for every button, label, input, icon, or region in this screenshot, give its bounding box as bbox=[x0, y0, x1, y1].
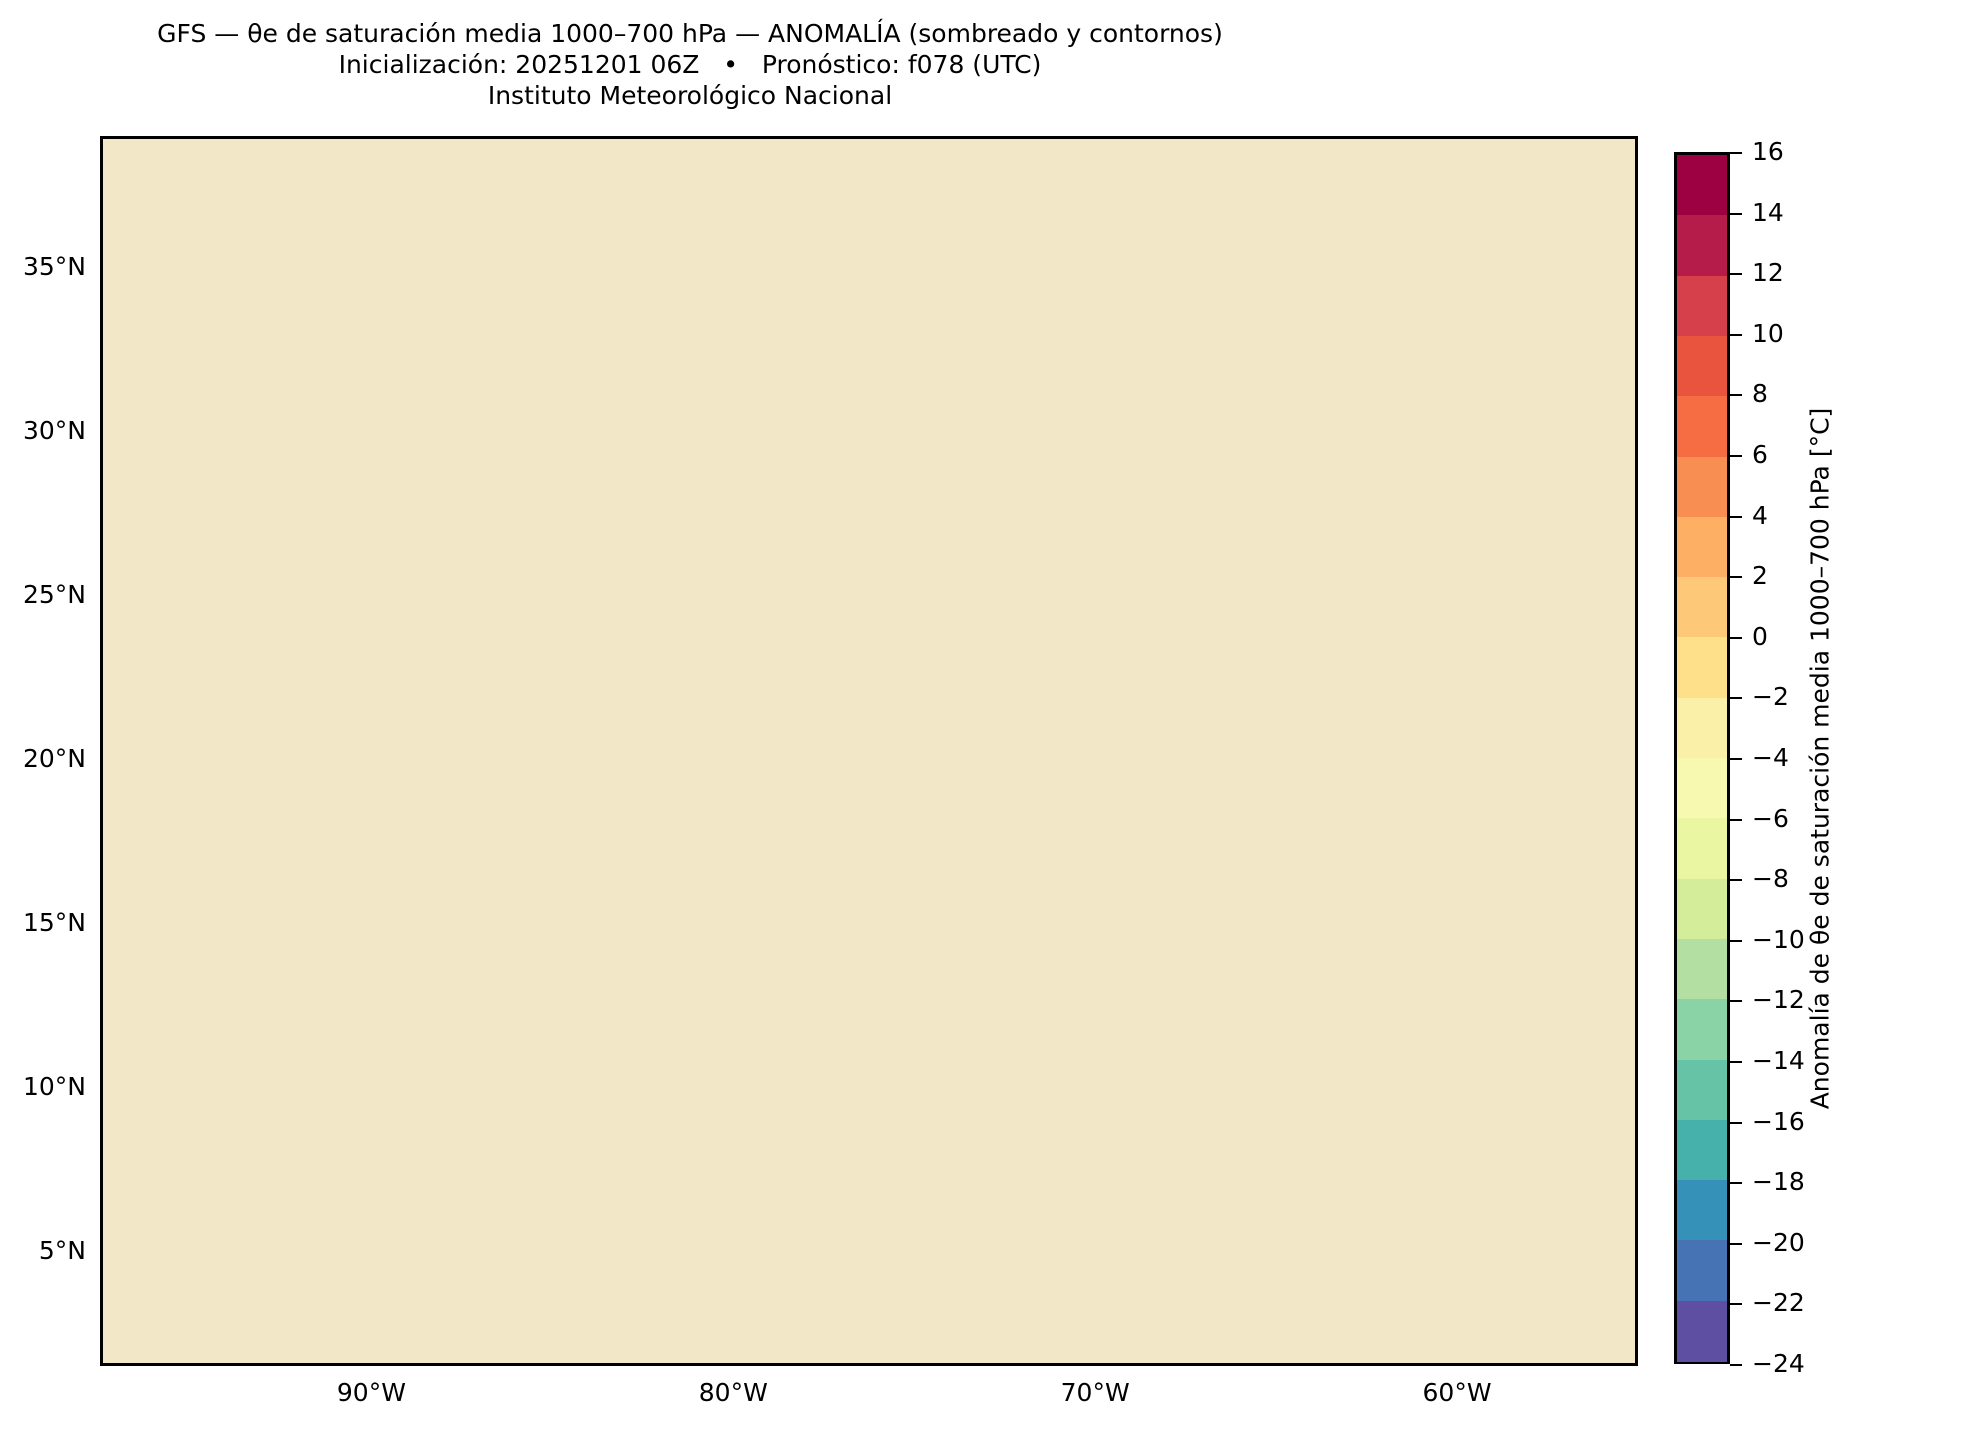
anomaly-shading-layer bbox=[103, 139, 1635, 1363]
colorbar-tick-mark bbox=[1730, 333, 1742, 336]
colorbar-tick-label: −12 bbox=[1752, 985, 1805, 1015]
colorbar-tick-label: 2 bbox=[1752, 561, 1768, 591]
colorbar-tick-mark bbox=[1730, 758, 1742, 760]
colorbar-band bbox=[1677, 697, 1727, 760]
longitude-tick-label: 70°W bbox=[1060, 1378, 1130, 1407]
colorbar-tick-mark bbox=[1730, 515, 1742, 518]
colorbar-tick-mark bbox=[1730, 636, 1742, 639]
colorbar-tick-label: 8 bbox=[1752, 379, 1768, 409]
colorbar-band bbox=[1677, 637, 1727, 700]
colorbar-tick-label: 10 bbox=[1752, 318, 1784, 348]
colorbar-gradient bbox=[1674, 152, 1730, 1364]
colorbar-band bbox=[1677, 1119, 1727, 1182]
colorbar-tick-mark bbox=[1730, 1000, 1742, 1003]
colorbar[interactable] bbox=[1674, 152, 1730, 1364]
colorbar-tick-label: −8 bbox=[1752, 864, 1789, 894]
colorbar-tick-mark bbox=[1730, 1364, 1742, 1366]
colorbar-tick-label: 6 bbox=[1752, 440, 1768, 469]
colorbar-band bbox=[1677, 516, 1727, 579]
latitude-tick-label: 35°N bbox=[22, 252, 86, 282]
latitude-tick-label: 30°N bbox=[22, 416, 86, 446]
colorbar-tick-mark bbox=[1730, 576, 1742, 579]
colorbar-tick-label: −16 bbox=[1752, 1106, 1805, 1136]
colorbar-tick-label: 4 bbox=[1752, 500, 1768, 530]
figure-title-block: GFS — θe de saturación media 1000–700 hP… bbox=[0, 18, 1380, 111]
contour-and-coastline-overlay bbox=[103, 139, 1635, 1364]
colorbar-tick-mark bbox=[1730, 455, 1742, 457]
title-line-1: GFS — θe de saturación media 1000–700 hP… bbox=[157, 19, 1223, 48]
latitude-tick-label: 5°N bbox=[38, 1236, 86, 1266]
colorbar-band bbox=[1677, 577, 1727, 639]
colorbar-band bbox=[1677, 1240, 1727, 1303]
colorbar-band bbox=[1677, 215, 1727, 278]
colorbar-tick-label: 16 bbox=[1752, 137, 1784, 166]
colorbar-band bbox=[1677, 938, 1727, 1001]
longitude-tick-label: 80°W bbox=[698, 1378, 768, 1407]
colorbar-tick-label: −10 bbox=[1752, 924, 1805, 954]
colorbar-tick-mark bbox=[1730, 1061, 1742, 1063]
title-line-2: Inicialización: 20251201 06Z • Pronóstic… bbox=[338, 50, 1042, 79]
map-plot-area[interactable] bbox=[100, 136, 1638, 1366]
colorbar-tick-mark bbox=[1730, 697, 1742, 700]
colorbar-band bbox=[1677, 1180, 1727, 1242]
colorbar-band bbox=[1677, 818, 1727, 881]
latitude-tick-label: 10°N bbox=[22, 1072, 86, 1102]
longitude-tick-label: 90°W bbox=[336, 1378, 406, 1407]
latitude-tick-label: 20°N bbox=[22, 744, 86, 774]
colorbar-tick-label: −2 bbox=[1752, 682, 1789, 712]
colorbar-band bbox=[1677, 155, 1727, 217]
latitude-tick-label: 15°N bbox=[22, 908, 86, 938]
colorbar-tick-label: 0 bbox=[1752, 621, 1768, 651]
colorbar-tick-mark bbox=[1730, 1303, 1742, 1306]
colorbar-tick-mark bbox=[1730, 152, 1742, 154]
colorbar-tick-mark bbox=[1730, 1121, 1742, 1124]
colorbar-tick-mark bbox=[1730, 939, 1742, 942]
anomaly-field-canvas bbox=[103, 139, 1635, 1363]
colorbar-tick-label: −22 bbox=[1752, 1288, 1805, 1318]
colorbar-tick-mark bbox=[1730, 394, 1742, 397]
colorbar-tick-mark bbox=[1730, 1242, 1742, 1245]
colorbar-band bbox=[1677, 275, 1727, 338]
colorbar-band bbox=[1677, 1059, 1727, 1122]
colorbar-tick-label: −4 bbox=[1752, 743, 1789, 772]
title-line-3: Instituto Meteorológico Nacional bbox=[487, 81, 893, 110]
latitude-tick-label: 25°N bbox=[22, 580, 86, 610]
colorbar-band bbox=[1677, 335, 1727, 398]
colorbar-axis-label-text: Anomalía de θe de saturación media 1000–… bbox=[1805, 407, 1835, 1109]
colorbar-tick-mark bbox=[1730, 273, 1742, 276]
colorbar-tick-label: −14 bbox=[1752, 1046, 1805, 1075]
colorbar-tick-label: 14 bbox=[1752, 197, 1784, 227]
colorbar-band bbox=[1677, 758, 1727, 820]
colorbar-tick-label: −20 bbox=[1752, 1227, 1805, 1257]
longitude-tick-label: 60°W bbox=[1422, 1378, 1492, 1407]
colorbar-tick-mark bbox=[1730, 879, 1742, 882]
colorbar-band bbox=[1677, 999, 1727, 1061]
colorbar-axis-label: Anomalía de θe de saturación media 1000–… bbox=[1800, 152, 1840, 1364]
colorbar-tick-mark bbox=[1730, 818, 1742, 821]
colorbar-tick-mark bbox=[1730, 1182, 1742, 1185]
colorbar-tick-label: −6 bbox=[1752, 803, 1789, 833]
colorbar-tick-label: 12 bbox=[1752, 258, 1784, 288]
colorbar-tick-mark bbox=[1730, 212, 1742, 215]
colorbar-band bbox=[1677, 1300, 1727, 1363]
colorbar-tick-label: −24 bbox=[1752, 1349, 1805, 1378]
colorbar-tick-label: −18 bbox=[1752, 1167, 1805, 1197]
colorbar-band bbox=[1677, 456, 1727, 519]
colorbar-band bbox=[1677, 878, 1727, 941]
colorbar-band bbox=[1677, 396, 1727, 458]
